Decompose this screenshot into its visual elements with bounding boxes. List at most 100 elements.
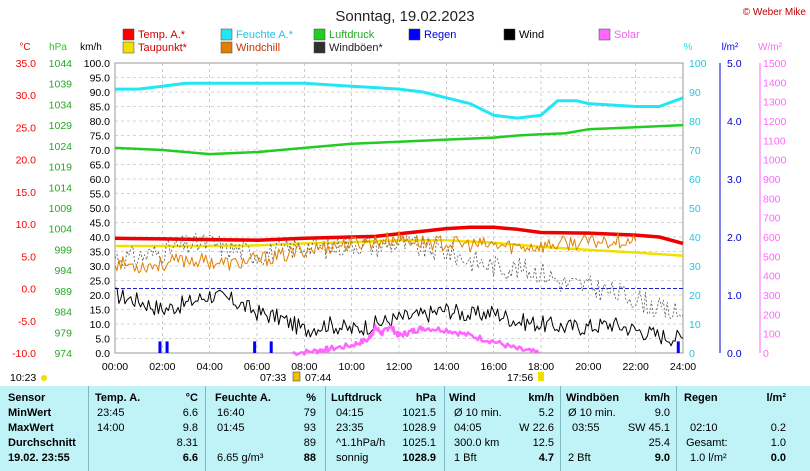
table-header: l/m²: [766, 392, 786, 404]
wind-tick: 10.0: [90, 319, 111, 331]
rain-bar-1: [165, 341, 169, 353]
time-tick: 00:00: [102, 361, 128, 373]
temp-value: 6.6: [182, 407, 198, 419]
temp-time: 23:45: [97, 407, 125, 419]
humidity-tick: 100: [689, 58, 707, 70]
humidity-tick: 60: [689, 174, 701, 186]
legend-label-4: Wind: [519, 29, 544, 41]
series-layer: [114, 81, 684, 357]
pressure-tick: 989: [54, 286, 72, 298]
humidity-tick: 90: [689, 87, 701, 99]
solar-tick: 200: [763, 309, 781, 321]
humidity-tick: 80: [689, 116, 701, 128]
wind-tick: 80.0: [90, 116, 111, 128]
pressure-tick: 979: [54, 327, 72, 339]
time-tick: 02:00: [149, 361, 175, 373]
table-header: hPa: [415, 392, 436, 404]
pressure-tick: 1029: [49, 120, 73, 132]
series-line-taupunkt: [115, 238, 684, 257]
legend-swatch-6: [122, 41, 135, 54]
rain-bar-3: [269, 341, 273, 353]
pressure-value: 1021.5: [402, 407, 436, 419]
pressure-tick: 994: [54, 265, 72, 277]
sunset-icon: [538, 372, 544, 381]
pressure-tick: 999: [54, 244, 72, 256]
wind-tick: 25.0: [90, 276, 111, 288]
wind-label: 300.0 km: [454, 437, 500, 449]
legend-swatch-2: [313, 28, 326, 41]
rain-tick: 5.0: [727, 58, 742, 70]
wind-label: 1 Bft: [454, 452, 477, 464]
sunrise-icon: [292, 371, 301, 382]
gust-label: 2 Bft: [568, 452, 591, 464]
temp-tick: 25.0: [16, 122, 37, 134]
pressure-tick: 974: [54, 348, 72, 360]
table-divider: [205, 386, 206, 471]
pressure-tick: 1044: [49, 58, 73, 70]
legend-label-5: Solar: [614, 29, 640, 41]
table-header: Regen: [684, 392, 718, 404]
series-line-luftdruck: [114, 123, 684, 156]
wind-direction: W 22.6: [519, 422, 554, 434]
temp-tick: 10.0: [16, 219, 37, 231]
axis-units: °C hPa km/h % l/m² W/m²: [19, 42, 782, 53]
row-label: 19.02. 23:55: [8, 452, 70, 464]
table-header: km/h: [644, 392, 670, 404]
series-line-tempa: [114, 225, 684, 246]
rain-tick: 3.0: [727, 174, 742, 186]
solar-tick: 900: [763, 174, 781, 186]
humidity-tick: 0: [689, 348, 695, 360]
wind-value: 5.2: [538, 407, 554, 419]
temp-tick: 5.0: [21, 251, 36, 263]
gust-value: 9.0: [654, 452, 670, 464]
wind-value: 12.5: [532, 437, 554, 449]
humidity-tick: 20: [689, 290, 701, 302]
table-header: Windböen: [566, 392, 620, 404]
temp-tick: 15.0: [16, 187, 37, 199]
wind-tick: 65.0: [90, 160, 111, 172]
humidity-value: 89: [303, 437, 316, 449]
humidity-value: 79: [303, 407, 316, 419]
gust-time: 03:55: [572, 422, 600, 434]
series-line-solar: [292, 323, 540, 357]
time-tick: 08:00: [291, 361, 317, 373]
row-label: Durchschnitt: [8, 437, 76, 449]
pressure-value: 1028.9: [402, 452, 436, 464]
time-tick: 22:00: [623, 361, 649, 373]
humidity-value: 93: [303, 422, 316, 434]
time-tick: 12:00: [386, 361, 412, 373]
series-line-windben: [114, 233, 684, 320]
temp-unit-label: °C: [19, 42, 30, 53]
table-divider: [88, 386, 89, 471]
humidity-tick: 40: [689, 232, 701, 244]
sunset-label: 17:56: [507, 372, 533, 384]
pressure-tick: 1009: [49, 203, 73, 215]
wind-tick: 40.0: [90, 232, 111, 244]
legend-label-1: Feuchte A.*: [236, 29, 294, 41]
series-line-feuchtea: [115, 81, 684, 120]
table-header: %: [306, 392, 316, 404]
statistics-table: Sensor Temp. A. °C Feuchte A.% Luftdruck hPa W…: [0, 386, 810, 471]
rain-value: 1.0: [770, 437, 786, 449]
legend-label-8: Windböen*: [329, 42, 384, 54]
time-tick: 24:00: [670, 361, 696, 373]
row-label: MaxWert: [8, 422, 54, 434]
time-tick: 18:00: [528, 361, 554, 373]
rain-value: 0.0: [770, 452, 786, 464]
series-line-wind: [115, 287, 684, 347]
temp-tick: 35.0: [16, 58, 37, 70]
gust-value: 9.0: [654, 407, 670, 419]
rain-bar-2: [253, 341, 257, 353]
humidity-time: 16:40: [217, 407, 245, 419]
wind-unit-label: km/h: [80, 42, 102, 53]
pressure-time: ^1.1hPa/h: [336, 437, 386, 449]
rain-label: Gesamt:: [686, 437, 728, 449]
solar-tick: 600: [763, 232, 781, 244]
rain-tick: 4.0: [727, 116, 742, 128]
legend-swatch-5: [598, 28, 611, 41]
wind-tick: 75.0: [90, 131, 111, 143]
time-tick: 10:00: [339, 361, 365, 373]
time-tick: 14:00: [433, 361, 459, 373]
temp-tick: 0.0: [21, 284, 36, 296]
legend-swatch-3: [408, 28, 421, 41]
